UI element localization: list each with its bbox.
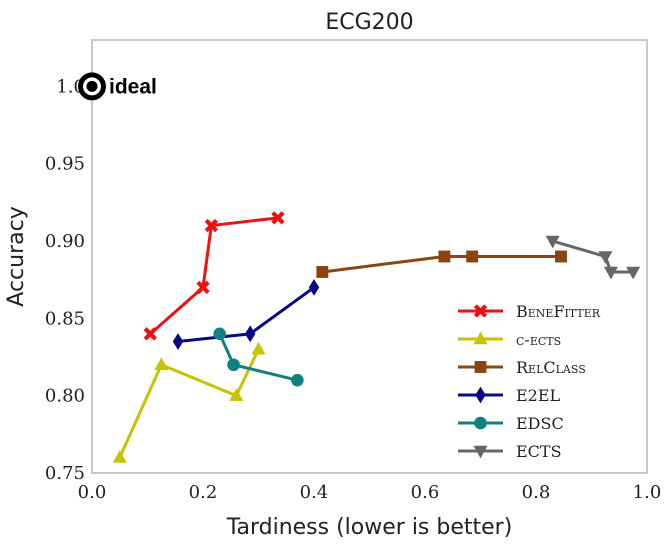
legend-label: E2EL bbox=[516, 386, 561, 405]
series-layer bbox=[112, 211, 641, 463]
x-tick-label: 0.2 bbox=[189, 482, 218, 503]
data-point-square bbox=[474, 361, 487, 373]
data-point-x bbox=[204, 218, 218, 233]
ideal-label: ideal bbox=[109, 75, 157, 98]
x-tick-label: 0.4 bbox=[300, 482, 329, 503]
data-point-x bbox=[143, 327, 157, 341]
data-point-triangle-down bbox=[473, 445, 488, 459]
chart-title: ECG200 bbox=[325, 10, 413, 35]
legend-label: BeneFitter bbox=[516, 302, 601, 321]
series-relclass bbox=[316, 250, 567, 278]
data-point-triangle-down bbox=[598, 251, 613, 264]
data-point-x bbox=[473, 304, 488, 318]
legend-label: c-ects bbox=[516, 330, 561, 349]
x-tick-label: 0.0 bbox=[78, 482, 107, 503]
legend-label: ECTS bbox=[516, 442, 562, 461]
x-tick-label: 0.6 bbox=[411, 482, 440, 503]
data-point-x bbox=[271, 211, 285, 225]
data-point-triangle-up bbox=[112, 450, 127, 463]
y-tick-label: 1.0 bbox=[56, 76, 85, 97]
ideal-marker-core bbox=[86, 80, 98, 92]
data-point-x bbox=[196, 280, 210, 295]
legend-entry: RelClass bbox=[458, 358, 586, 377]
y-axis-label: Accuracy bbox=[4, 206, 29, 306]
data-point-circle bbox=[213, 327, 226, 341]
data-point-circle bbox=[474, 416, 487, 430]
y-tick-label: 0.95 bbox=[45, 154, 85, 175]
data-point-square bbox=[466, 250, 479, 263]
data-point-circle bbox=[291, 373, 304, 387]
series-line bbox=[322, 255, 561, 274]
data-point-square bbox=[555, 250, 567, 263]
data-point-square bbox=[316, 266, 329, 278]
series-line bbox=[118, 348, 260, 459]
data-point-diamond bbox=[244, 325, 256, 343]
x-tick-label: 1.0 bbox=[633, 482, 662, 503]
data-point-triangle-up bbox=[154, 357, 169, 370]
y-tick-label: 0.75 bbox=[45, 463, 85, 484]
series-ects bbox=[545, 235, 641, 280]
data-point-triangle-down bbox=[603, 266, 618, 280]
legend-entry: EDSC bbox=[458, 414, 564, 433]
legend-label: EDSC bbox=[516, 414, 564, 433]
data-point-triangle-up bbox=[229, 388, 244, 401]
series-edsc bbox=[213, 327, 304, 387]
series-line bbox=[149, 216, 279, 335]
series-line bbox=[552, 239, 634, 274]
x-axis-label: Tardiness (lower is better) bbox=[226, 515, 513, 540]
legend-entry: ECTS bbox=[458, 442, 562, 461]
y-tick-label: 0.80 bbox=[45, 386, 85, 407]
axis-ticks: 0.0 0.2 0.4 0.6 0.8 1.0 0.75 0.80 0.85 0.90 0.95 1.… bbox=[45, 76, 661, 503]
data-point-diamond bbox=[308, 279, 320, 296]
y-tick-label: 0.90 bbox=[45, 231, 85, 252]
series-benefitter bbox=[143, 211, 285, 341]
legend-entry: c-ects bbox=[458, 330, 561, 349]
data-point-triangle-up bbox=[473, 331, 488, 345]
x-tick-label: 0.8 bbox=[522, 482, 551, 503]
data-point-diamond bbox=[475, 386, 486, 404]
legend: BeneFitter c-ects RelClass E2EL EDSC ECTS bbox=[458, 302, 601, 461]
data-point-diamond bbox=[172, 333, 184, 350]
data-point-square bbox=[438, 250, 451, 263]
data-point-triangle-up bbox=[251, 341, 266, 355]
legend-label: RelClass bbox=[516, 358, 586, 377]
data-point-triangle-down bbox=[545, 235, 560, 249]
series-e2el bbox=[172, 279, 320, 350]
ideal-point-group: ideal bbox=[78, 72, 157, 101]
legend-entry: E2EL bbox=[458, 386, 561, 405]
data-point-circle bbox=[227, 358, 240, 372]
data-point-triangle-down bbox=[626, 266, 641, 280]
legend-entry: BeneFitter bbox=[458, 302, 601, 321]
y-tick-label: 0.85 bbox=[45, 308, 85, 329]
series-c-ects bbox=[112, 341, 266, 463]
